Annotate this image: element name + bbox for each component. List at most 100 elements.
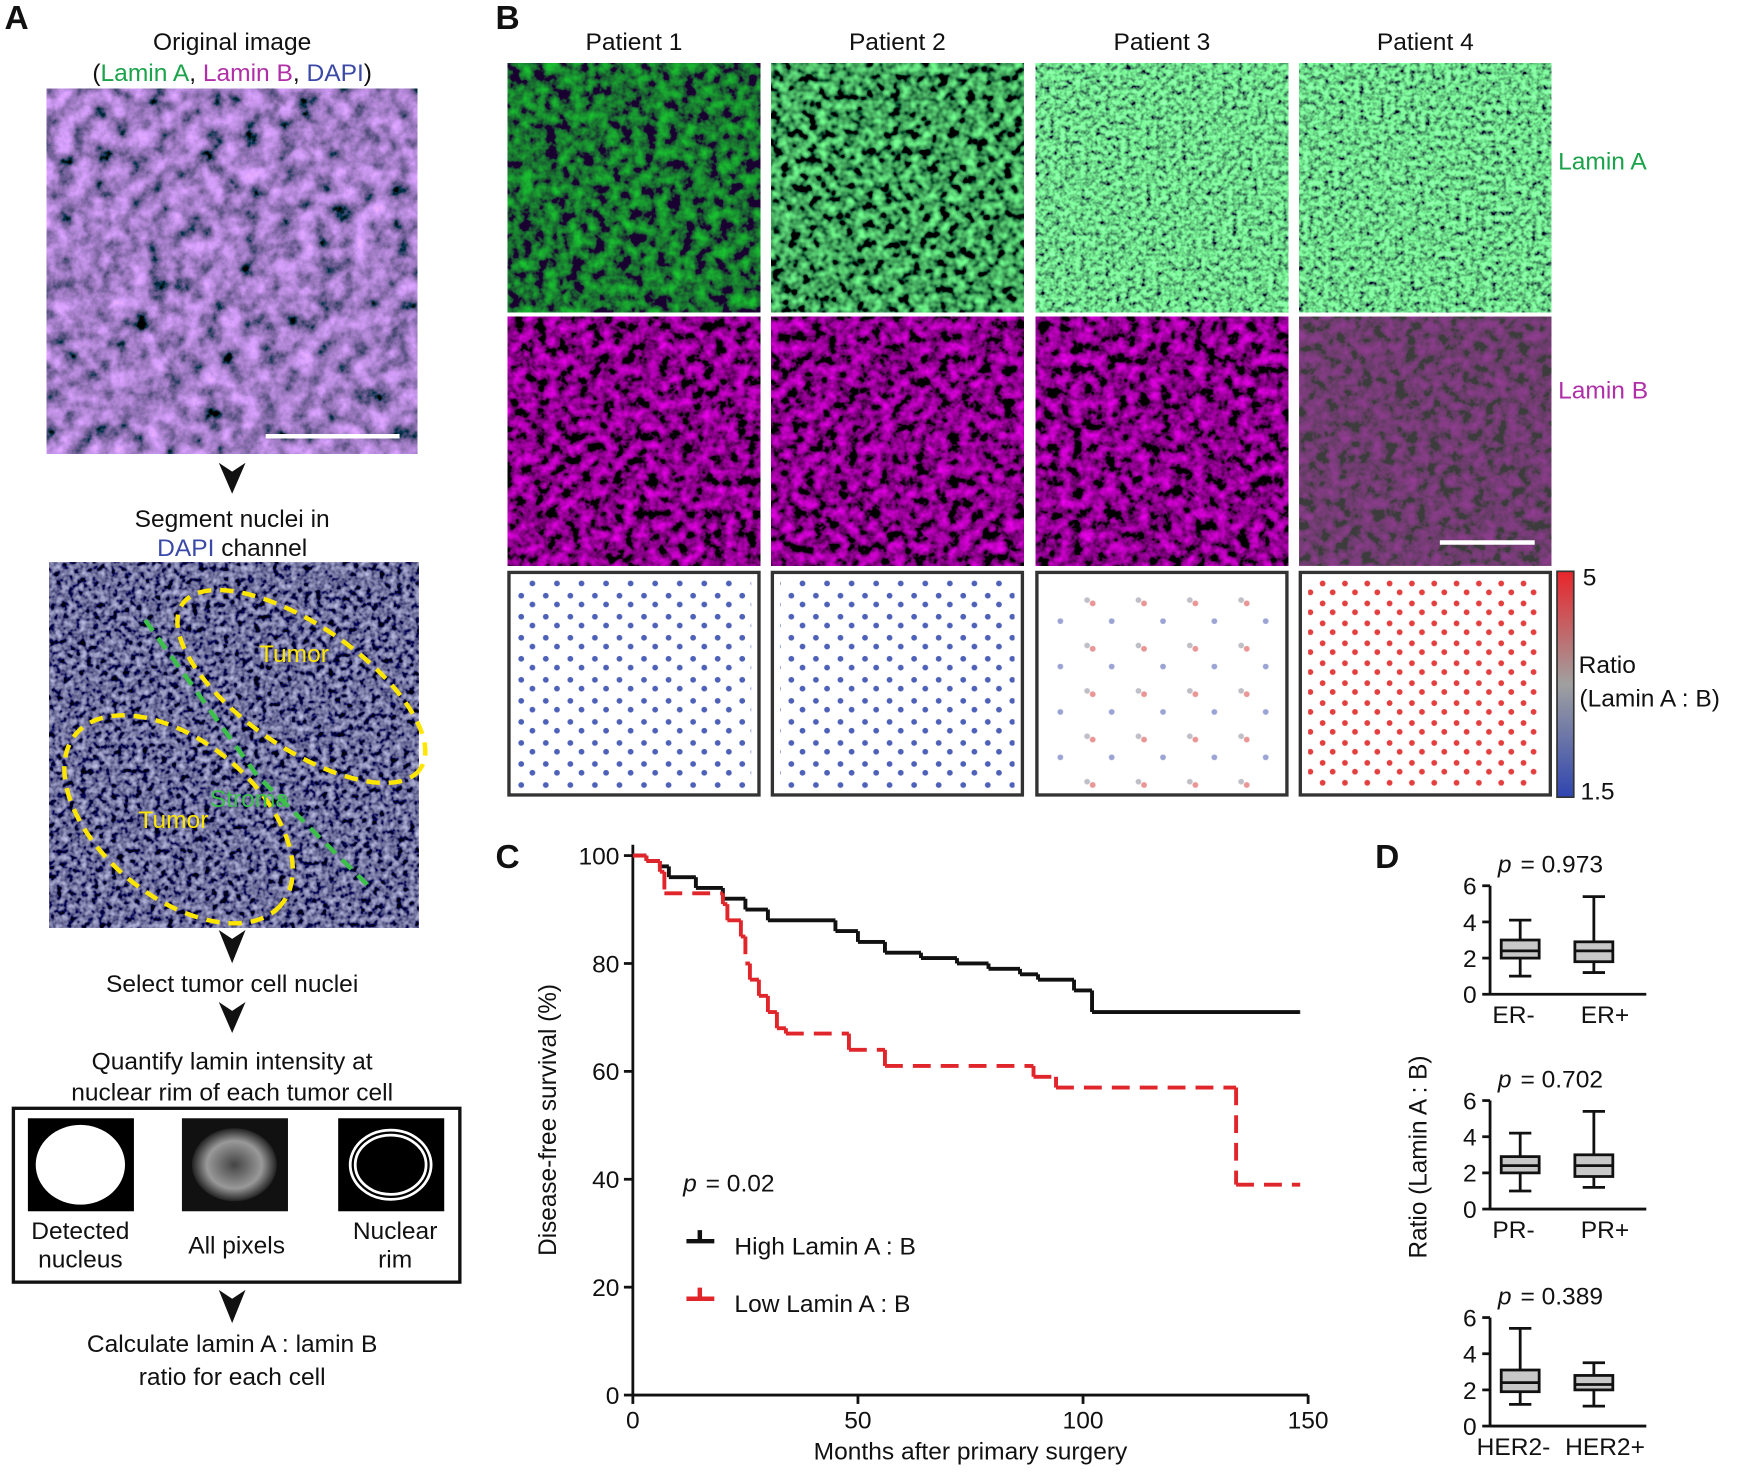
x-tick-label: 0 <box>626 1407 640 1434</box>
x-tick-label: 50 <box>844 1407 871 1434</box>
region-label: Tumor <box>259 641 329 668</box>
scatter-map <box>1044 580 1280 789</box>
legend-swatch <box>686 1287 715 1301</box>
scatter-frame <box>1298 570 1553 797</box>
x-tick-label: PR- <box>1492 1217 1534 1244</box>
x-tick-label: 100 <box>1063 1407 1104 1434</box>
legend-swatch <box>686 1230 715 1244</box>
step-text: Quantify lamin intensity at <box>92 1049 373 1076</box>
annotation-italic: p <box>682 1170 697 1197</box>
annotation: p = 0.389 <box>1497 1283 1603 1310</box>
region-outline <box>62 713 296 926</box>
text-segment: ) <box>364 60 372 87</box>
example-box <box>11 1106 462 1284</box>
region-label: Stroma <box>210 786 289 813</box>
annotation-italic: p <box>1497 1066 1512 1093</box>
example-label: Detected <box>31 1218 129 1245</box>
x-tick-label: ER+ <box>1581 1002 1629 1029</box>
y-tick-label: 20 <box>592 1275 619 1302</box>
step-text: ratio for each cell <box>139 1364 326 1391</box>
text-segment: Lamin A <box>101 60 190 87</box>
region-label: Tumor <box>138 807 208 834</box>
step-text: Select tumor cell nuclei <box>106 971 358 998</box>
annotation: p = 0.702 <box>1497 1066 1603 1093</box>
x-tick-label: 150 <box>1288 1407 1329 1434</box>
y-tick-label: 0 <box>1463 1414 1477 1441</box>
column-label: Patient 1 <box>586 29 683 56</box>
image <box>507 316 761 566</box>
annotation-text: = 0.702 <box>1520 1066 1603 1093</box>
y-tick-label: 6 <box>1463 1306 1477 1333</box>
colorbar-title: Ratio <box>1579 652 1636 679</box>
colorbar-label: 5 <box>1583 565 1597 592</box>
y-tick-label: 6 <box>1463 874 1477 901</box>
annotation-italic: p <box>1497 852 1512 879</box>
image <box>771 63 1024 313</box>
text-segment: channel <box>214 535 307 562</box>
image <box>771 316 1024 566</box>
x-tick-label: ER- <box>1492 1002 1534 1029</box>
step-text: DAPI channel <box>157 535 307 562</box>
colorbar-label: 1.5 <box>1580 778 1614 805</box>
arrow <box>218 930 246 964</box>
text-segment: , <box>189 60 203 87</box>
text-segment: Lamin B <box>203 60 293 87</box>
scatter-map <box>1308 580 1543 789</box>
step-text: Calculate lamin A : lamin B <box>87 1331 377 1358</box>
arrow <box>218 1002 246 1034</box>
y-tick-label: 0 <box>606 1383 620 1410</box>
image <box>1299 316 1552 566</box>
annotation-text: = 0.973 <box>1520 852 1603 879</box>
nucleus-rim <box>351 1131 430 1198</box>
column-label: Patient 3 <box>1113 29 1210 56</box>
x-tick-label: HER2+ <box>1565 1434 1645 1461</box>
image <box>1035 63 1289 313</box>
annotation: p = 0.973 <box>1497 852 1603 879</box>
column-label: Patient 2 <box>849 29 946 56</box>
y-tick-label: 0 <box>1463 982 1477 1009</box>
annotation-text: = 0.02 <box>706 1170 775 1197</box>
step-text: Segment nuclei in <box>135 506 330 533</box>
image <box>1299 63 1552 313</box>
panel-b: Patient 1 Patient 2 Patient 3 Patient 4 Lami… <box>507 29 1648 797</box>
text-segment: ( <box>92 60 100 87</box>
nucleus-pixels <box>191 1128 277 1202</box>
scatter-map <box>780 580 1015 789</box>
scatter-frame <box>1035 570 1289 797</box>
box <box>1573 1374 1615 1392</box>
y-tick-label: 2 <box>1463 1378 1477 1405</box>
step-text: Original image <box>153 29 311 56</box>
panel-letter: B <box>496 0 520 37</box>
text-segment: , <box>293 60 307 87</box>
y-tick-label: 80 <box>592 951 619 978</box>
panel-letter: D <box>1375 839 1399 876</box>
x-tick-label: PR+ <box>1581 1217 1629 1244</box>
annotation-text: = 0.389 <box>1520 1283 1603 1310</box>
legend-label: High Lamin A : B <box>734 1234 915 1261</box>
colorbar-title: (Lamin A : B) <box>1579 685 1719 712</box>
box <box>1499 938 1541 960</box>
scatter-frame <box>507 570 761 797</box>
y-tick-label: 4 <box>1463 1342 1477 1369</box>
image <box>46 88 418 454</box>
y-tick-label: 0 <box>1463 1197 1477 1224</box>
annotation: p = 0.02 <box>682 1170 774 1197</box>
scatter-map <box>516 580 752 789</box>
y-tick-label: 6 <box>1463 1088 1477 1115</box>
image <box>507 63 761 313</box>
arrow <box>218 462 246 494</box>
image <box>1035 316 1289 566</box>
y-tick-label: 40 <box>592 1167 619 1194</box>
region-outline <box>143 618 370 888</box>
y-tick-label: 4 <box>1463 1125 1477 1152</box>
step-text: (Lamin A, Lamin B, DAPI) <box>92 60 372 87</box>
example-label: Nuclear <box>353 1218 438 1245</box>
panel-letter: A <box>4 0 28 37</box>
column-label: Patient 4 <box>1377 29 1474 56</box>
image <box>49 562 419 928</box>
step-text: nuclear rim of each tumor cell <box>71 1080 393 1107</box>
example-label: All pixels <box>188 1232 285 1259</box>
